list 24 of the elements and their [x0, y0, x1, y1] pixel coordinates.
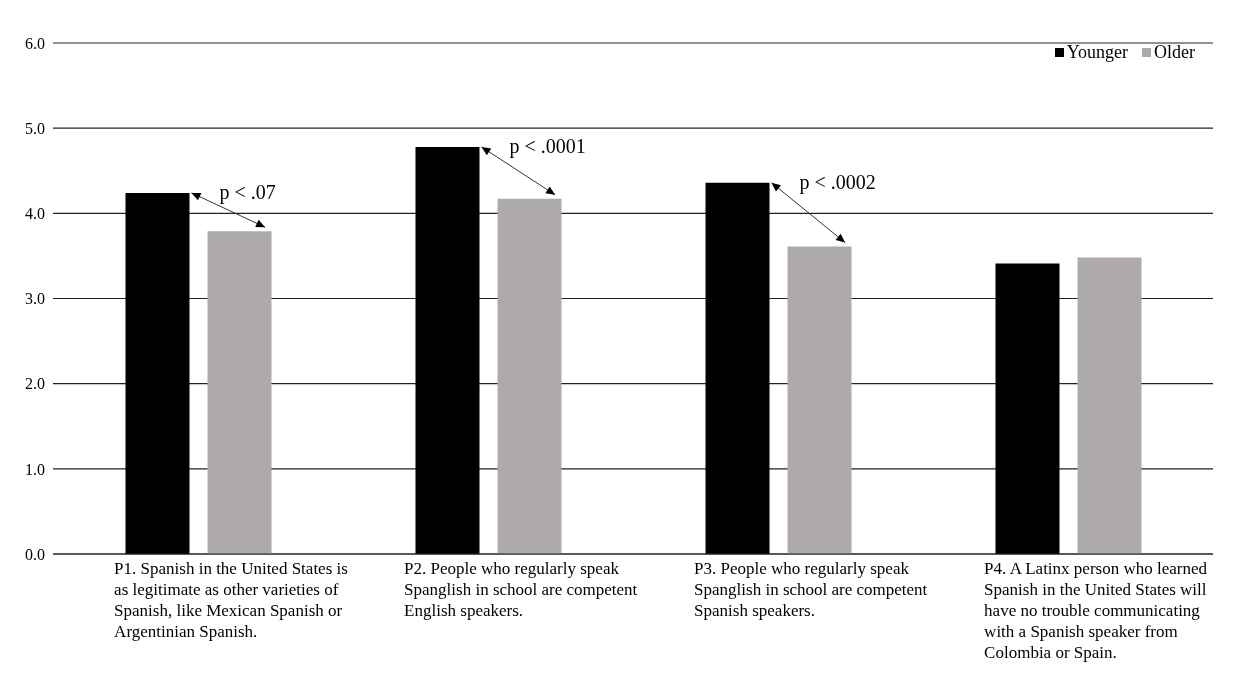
- bar: [705, 182, 770, 554]
- y-tick-label: 1.0: [25, 460, 45, 478]
- bar: [497, 198, 562, 554]
- y-tick-label: 3.0: [25, 290, 45, 308]
- annotation: p < .0002: [799, 170, 876, 194]
- y-tick-label: 4.0: [25, 205, 45, 223]
- y-tick-label: 0.0: [25, 545, 45, 563]
- x-tick-label: P3. People who regularly speak Spanglish in school are competent Spanish speakers.: [694, 558, 929, 621]
- y-tick-label: 6.0: [25, 34, 45, 52]
- legend-label: Older: [1153, 42, 1195, 63]
- legend-label: Younger: [1065, 42, 1129, 63]
- x-tick-label: P4. A Latinx person who learned Spanish in the United States will have no trouble communicating with a Spanish speaker from Colombia or Spain.: [984, 558, 1208, 663]
- annotation: p < .07: [219, 180, 276, 204]
- bar: [207, 231, 272, 554]
- y-tick-label: 2.0: [25, 375, 45, 393]
- bar: [995, 263, 1060, 554]
- bar: [125, 192, 190, 554]
- x-tick-label: P2. People who regularly speak Spanglish in school are competent English speakers.: [404, 558, 639, 621]
- bar: [1077, 257, 1142, 554]
- x-tick-label: P1. Spanish in the United States is as legitimate as other varieties of Spanish, like Mexican Spanish or Argentinian Spanish.: [114, 558, 349, 642]
- y-tick-label: 5.0: [25, 119, 45, 137]
- bar: [415, 146, 480, 554]
- bar: [787, 246, 852, 554]
- annotation: p < .0001: [509, 134, 586, 158]
